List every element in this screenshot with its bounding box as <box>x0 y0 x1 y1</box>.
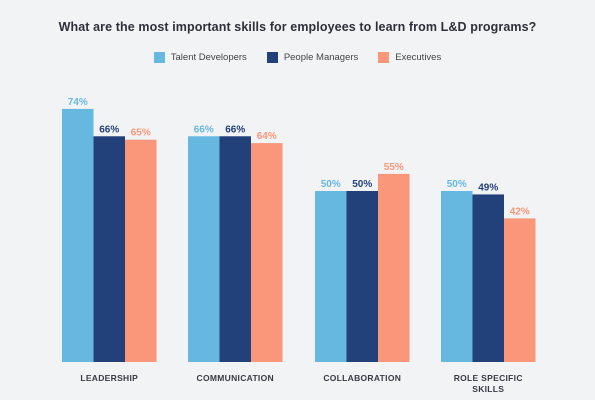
bar <box>125 139 157 362</box>
category-label: COLLABORATION <box>323 373 401 383</box>
legend-item-0: Talent Developers <box>153 52 247 63</box>
data-label: 55% <box>384 162 404 173</box>
bar <box>188 136 220 362</box>
legend-item-2: Executives <box>378 52 441 63</box>
chart-legend: Talent Developers People Managers Executiv… <box>0 52 595 63</box>
bar <box>346 191 378 362</box>
bar <box>472 194 504 362</box>
bar <box>441 191 473 362</box>
bar <box>504 218 536 362</box>
data-label: 74% <box>68 97 88 108</box>
bar <box>62 108 94 362</box>
category-label: COMMUNICATION <box>197 373 274 383</box>
data-label: 42% <box>510 206 530 217</box>
legend-swatch <box>378 52 390 63</box>
bar <box>93 136 125 362</box>
legend-item-1: People Managers <box>266 52 359 63</box>
legend-label: People Managers <box>283 52 359 63</box>
data-label: 50% <box>352 179 372 190</box>
data-label: 66% <box>99 124 119 135</box>
bar <box>378 173 410 362</box>
bar <box>219 136 251 362</box>
legend-label: Talent Developers <box>170 52 247 63</box>
data-label: 66% <box>194 124 214 135</box>
legend-swatch <box>153 52 165 63</box>
category-label: SKILLS <box>472 384 504 394</box>
data-label: 50% <box>447 179 467 190</box>
bar <box>251 143 283 362</box>
category-label: ROLE SPECIFIC <box>454 373 523 383</box>
data-label: 50% <box>321 179 341 190</box>
data-label: 66% <box>225 124 245 135</box>
data-label: 49% <box>478 182 498 193</box>
data-label: 64% <box>257 131 277 142</box>
legend-label: Executives <box>395 52 442 63</box>
bar <box>315 191 347 362</box>
legend-swatch <box>266 52 278 63</box>
chart-title: What are the most important skills for e… <box>58 20 537 34</box>
category-label: LEADERSHIP <box>80 373 138 383</box>
data-label: 65% <box>131 128 151 139</box>
